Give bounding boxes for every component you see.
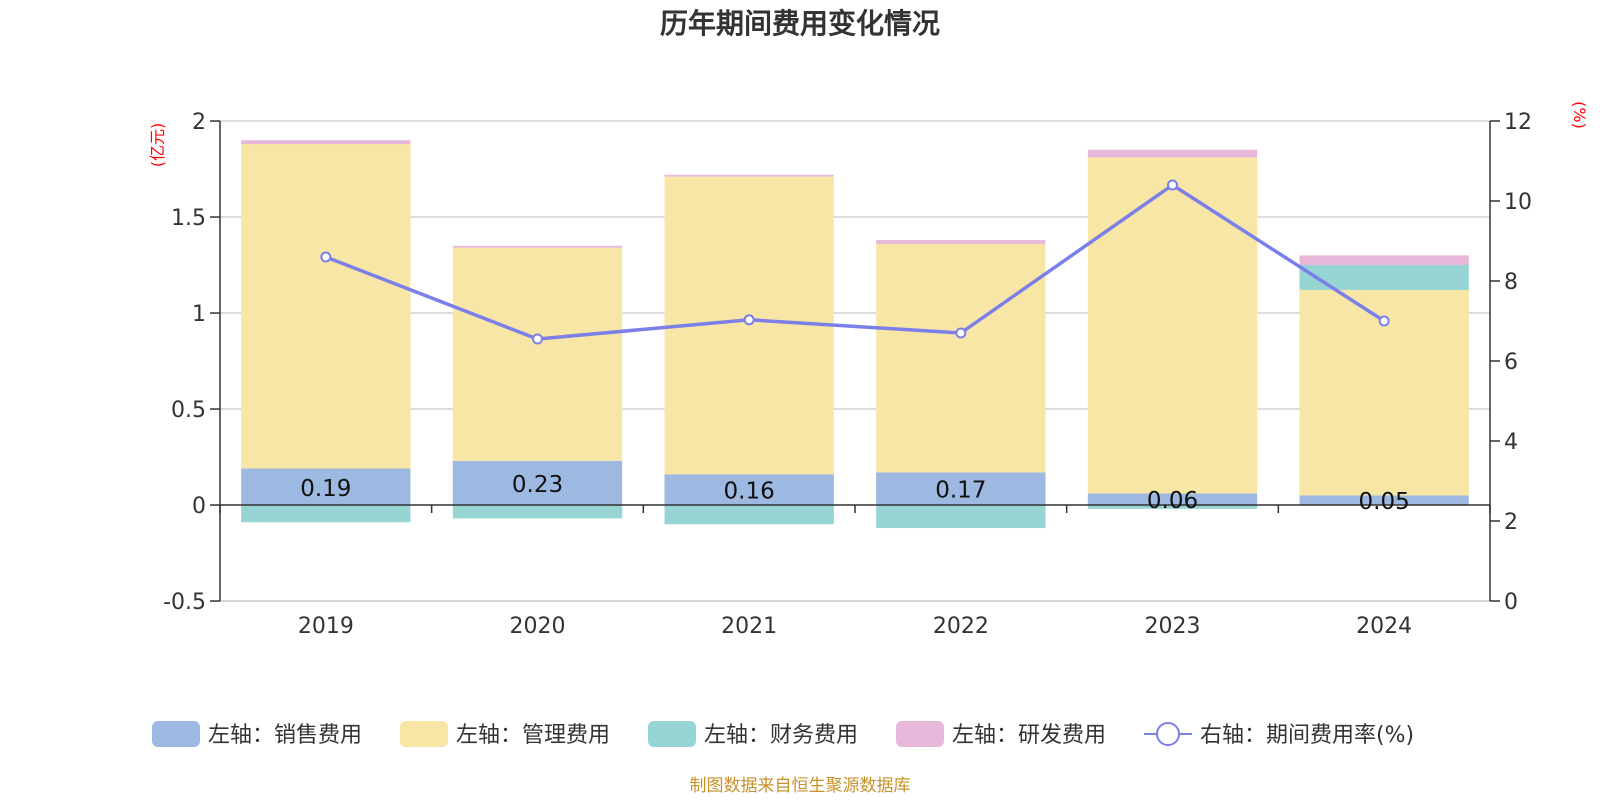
legend-label: 左轴：管理费用 bbox=[456, 723, 610, 748]
bar-segment bbox=[1299, 495, 1469, 505]
bar-segment bbox=[1087, 493, 1258, 505]
right-axis-unit: (%) bbox=[1570, 101, 1589, 129]
left-axis-tick-label: 1.5 bbox=[171, 206, 206, 231]
data-label-sales: 0.05 bbox=[1359, 489, 1410, 515]
bar-segment bbox=[1087, 149, 1258, 158]
bar-segment bbox=[876, 472, 1046, 505]
left-axis-tick-label: 0 bbox=[192, 494, 206, 519]
bar-segment bbox=[241, 505, 411, 523]
data-label-sales: 0.16 bbox=[724, 479, 775, 505]
right-axis-tick-label: 12 bbox=[1504, 110, 1532, 135]
data-labels-layer: 0.19 0.23 0.16 0.17 0.06 0.05 bbox=[300, 472, 1410, 515]
legend: 左轴：销售费用 左轴：管理费用 左轴：财务费用 左轴：研发费用 右轴：期间费用率(%) bbox=[152, 721, 1414, 748]
bar-segment bbox=[241, 144, 411, 469]
x-axis-tick-label: 2021 bbox=[721, 614, 777, 639]
left-axis-tick-label: -0.5 bbox=[163, 590, 206, 615]
source-note: 制图数据来自恒生聚源数据库 bbox=[690, 776, 911, 796]
rate-point bbox=[1378, 315, 1390, 327]
bar-segment bbox=[664, 174, 834, 177]
grid-lines bbox=[220, 120, 1490, 602]
legend-label: 左轴：研发费用 bbox=[952, 723, 1106, 748]
legend-swatch bbox=[152, 721, 200, 747]
bar-segment bbox=[452, 247, 623, 461]
legend-marker bbox=[1156, 722, 1180, 746]
rate-point bbox=[955, 327, 967, 339]
bar-segment bbox=[1299, 255, 1469, 265]
right-axis-tick-label: 8 bbox=[1504, 270, 1518, 295]
left-axis-tick-label: 2 bbox=[192, 110, 206, 135]
rate-line-layer bbox=[320, 179, 1390, 345]
left-axis-tick-label: 1 bbox=[192, 302, 206, 327]
legend-swatch bbox=[648, 721, 696, 747]
x-axis-tick-label: 2023 bbox=[1145, 614, 1201, 639]
x-axis-tick-label: 2020 bbox=[510, 614, 566, 639]
bar-segment bbox=[1087, 157, 1258, 494]
bar-segment bbox=[452, 245, 623, 248]
data-label-sales: 0.23 bbox=[512, 472, 563, 498]
rate-point bbox=[743, 314, 755, 326]
rate-point bbox=[532, 333, 543, 345]
legend-label: 左轴：销售费用 bbox=[208, 723, 362, 748]
legend-swatch bbox=[896, 721, 944, 747]
x-axis-tick-label: 2022 bbox=[933, 614, 989, 639]
legend-label: 右轴：期间费用率(%) bbox=[1200, 723, 1414, 748]
right-axis-tick-label: 6 bbox=[1504, 350, 1518, 375]
bar-segment bbox=[1299, 265, 1469, 290]
bar-segment bbox=[876, 243, 1046, 473]
chart-title: 历年期间费用变化情况 bbox=[660, 7, 940, 40]
bar-segment bbox=[876, 240, 1046, 244]
legend-label: 左轴：财务费用 bbox=[704, 723, 858, 748]
data-label-sales: 0.17 bbox=[935, 478, 986, 504]
data-label-sales: 0.19 bbox=[300, 476, 351, 502]
right-axis-tick-label: 0 bbox=[1504, 590, 1518, 615]
right-axis-tick-label: 10 bbox=[1504, 190, 1532, 215]
bar-segment bbox=[452, 460, 623, 505]
x-axis-tick-label: 2024 bbox=[1356, 614, 1412, 639]
axes-layer: 2 1.5 1 0.5 0 -0.5 12 10 8 6 4 2 0 2019 2020 2021 2022 20… bbox=[163, 110, 1532, 639]
bar-segment bbox=[241, 140, 411, 145]
rate-point bbox=[1167, 179, 1178, 191]
bars-layer bbox=[241, 140, 1469, 529]
bar-segment bbox=[664, 505, 834, 525]
bar-segment bbox=[876, 505, 1046, 529]
rate-point bbox=[320, 251, 332, 263]
data-label-sales: 0.06 bbox=[1147, 488, 1198, 514]
bar-segment bbox=[1087, 505, 1258, 509]
left-axis-unit: (亿元) bbox=[148, 123, 167, 168]
rate-line bbox=[325, 183, 1386, 341]
x-axis-tick-label: 2019 bbox=[298, 614, 354, 639]
legend-swatch bbox=[400, 721, 448, 747]
left-axis-tick-label: 0.5 bbox=[171, 398, 206, 423]
right-axis-tick-label: 2 bbox=[1504, 510, 1518, 535]
bar-segment bbox=[241, 468, 411, 505]
bar-segment bbox=[452, 505, 623, 519]
bar-segment bbox=[664, 474, 834, 505]
right-axis-tick-label: 4 bbox=[1504, 430, 1518, 455]
